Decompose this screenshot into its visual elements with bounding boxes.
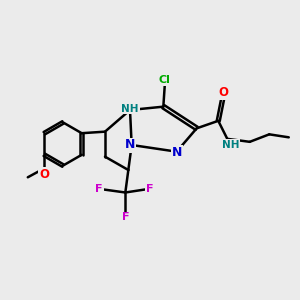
Text: N: N <box>172 146 182 159</box>
Text: F: F <box>146 184 153 194</box>
Text: N: N <box>125 139 135 152</box>
Text: F: F <box>122 212 129 222</box>
Text: Cl: Cl <box>159 75 171 85</box>
Text: O: O <box>39 168 49 182</box>
Text: F: F <box>95 184 103 194</box>
Text: NH: NH <box>221 140 239 150</box>
Text: NH: NH <box>121 103 139 113</box>
Text: O: O <box>218 86 228 99</box>
